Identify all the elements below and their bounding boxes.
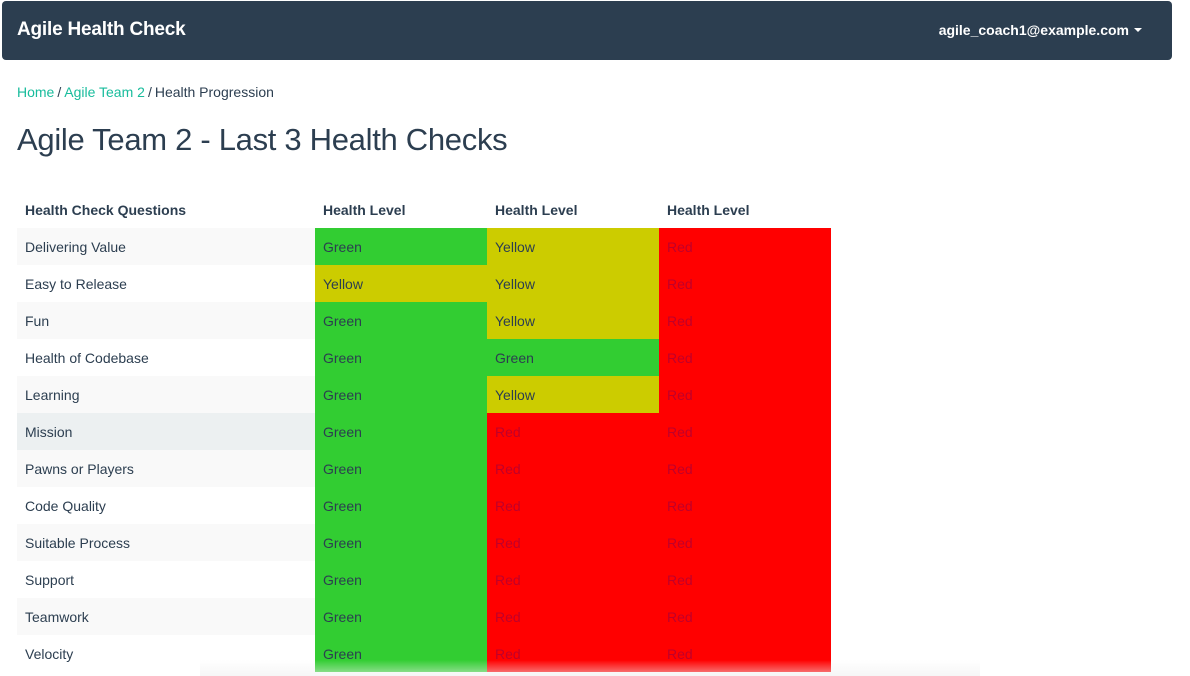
table-row: Learning Green Yellow Red (17, 376, 831, 413)
table-header-row: Health Check Questions Health Level Heal… (17, 191, 831, 228)
table-row: Support Green Red Red (17, 561, 831, 598)
health-level-cell: Green (315, 635, 487, 672)
health-level-cell: Red (487, 561, 659, 598)
health-level-cell: Green (315, 598, 487, 635)
health-level-cell: Red (659, 376, 831, 413)
health-level-cell: Red (659, 450, 831, 487)
health-level-cell: Green (315, 302, 487, 339)
health-level-cell: Green (315, 376, 487, 413)
health-level-cell: Red (659, 413, 831, 450)
health-level-cell: Red (487, 524, 659, 561)
question-cell: Teamwork (17, 598, 315, 635)
health-level-cell: Green (315, 413, 487, 450)
health-level-cell: Red (659, 487, 831, 524)
breadcrumb-current: Health Progression (154, 84, 274, 100)
question-cell: Learning (17, 376, 315, 413)
health-level-cell: Red (487, 413, 659, 450)
breadcrumb: Home / Agile Team 2/Health Progression (17, 84, 274, 100)
table-row: Delivering Value Green Yellow Red (17, 228, 831, 265)
health-level-cell: Red (659, 302, 831, 339)
health-level-cell: Red (487, 487, 659, 524)
header-questions: Health Check Questions (25, 201, 187, 218)
table-row: Velocity Green Red Red (17, 635, 831, 672)
health-level-cell: Red (659, 339, 831, 376)
page-title: Agile Team 2 - Last 3 Health Checks (17, 122, 508, 157)
health-level-cell: Green (487, 339, 659, 376)
health-level-cell: Green (315, 228, 487, 265)
table-row: Mission Green Red Red (17, 413, 831, 450)
breadcrumb-home-link[interactable]: Home (17, 84, 55, 100)
question-cell: Easy to Release (17, 265, 315, 302)
health-level-cell: Green (315, 450, 487, 487)
user-email: agile_coach1@example.com (938, 22, 1129, 38)
brand-link[interactable]: Agile Health Check (17, 19, 186, 40)
table-body: Delivering Value Green Yellow Red Easy to Re… (17, 228, 831, 672)
health-level-cell: Red (659, 635, 831, 672)
health-level-cell: Red (487, 635, 659, 672)
health-level-cell: Yellow (487, 376, 659, 413)
header-health-level: Health Level (323, 201, 406, 218)
health-level-cell: Red (487, 598, 659, 635)
table-row: Suitable Process Green Red Red (17, 524, 831, 561)
question-cell: Code Quality (17, 487, 315, 524)
question-cell: Delivering Value (17, 228, 315, 265)
question-cell: Velocity (17, 635, 315, 672)
question-cell: Suitable Process (17, 524, 315, 561)
health-level-cell: Red (659, 265, 831, 302)
table-row: Teamwork Green Red Red (17, 598, 831, 635)
health-level-cell: Red (659, 561, 831, 598)
breadcrumb-separator: / (147, 84, 152, 100)
breadcrumb-team-link[interactable]: Agile Team 2 (64, 84, 145, 100)
caret-down-icon (1134, 28, 1142, 32)
table-row: Code Quality Green Red Red (17, 487, 831, 524)
header-health-level: Health Level (667, 201, 750, 218)
user-menu-dropdown[interactable]: agile_coach1@example.com (939, 22, 1142, 38)
health-level-cell: Yellow (487, 302, 659, 339)
health-level-cell: Green (315, 339, 487, 376)
table-row: Pawns or Players Green Red Red (17, 450, 831, 487)
table-row: Health of Codebase Green Green Red (17, 339, 831, 376)
health-level-cell: Green (315, 487, 487, 524)
health-level-cell: Yellow (315, 265, 487, 302)
header-health-level: Health Level (495, 201, 578, 218)
question-cell: Pawns or Players (17, 450, 315, 487)
health-level-cell: Yellow (487, 228, 659, 265)
health-progression-table: Health Check Questions Health Level Heal… (17, 191, 831, 672)
health-level-cell: Red (659, 598, 831, 635)
top-navbar: Agile Health Check agile_coach1@example.… (2, 1, 1172, 60)
table-row: Fun Green Yellow Red (17, 302, 831, 339)
question-cell: Fun (17, 302, 315, 339)
health-level-cell: Red (487, 450, 659, 487)
breadcrumb-separator: / (57, 84, 62, 100)
question-cell: Support (17, 561, 315, 598)
table-row: Easy to Release Yellow Yellow Red (17, 265, 831, 302)
health-level-cell: Red (659, 524, 831, 561)
health-level-cell: Red (659, 228, 831, 265)
question-cell: Mission (17, 413, 315, 450)
health-level-cell: Green (315, 561, 487, 598)
question-cell: Health of Codebase (17, 339, 315, 376)
health-level-cell: Green (315, 524, 487, 561)
health-level-cell: Yellow (487, 265, 659, 302)
